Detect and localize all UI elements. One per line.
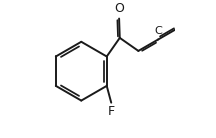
Text: F: F — [108, 105, 115, 118]
Text: C: C — [155, 26, 163, 36]
Text: O: O — [114, 2, 124, 15]
